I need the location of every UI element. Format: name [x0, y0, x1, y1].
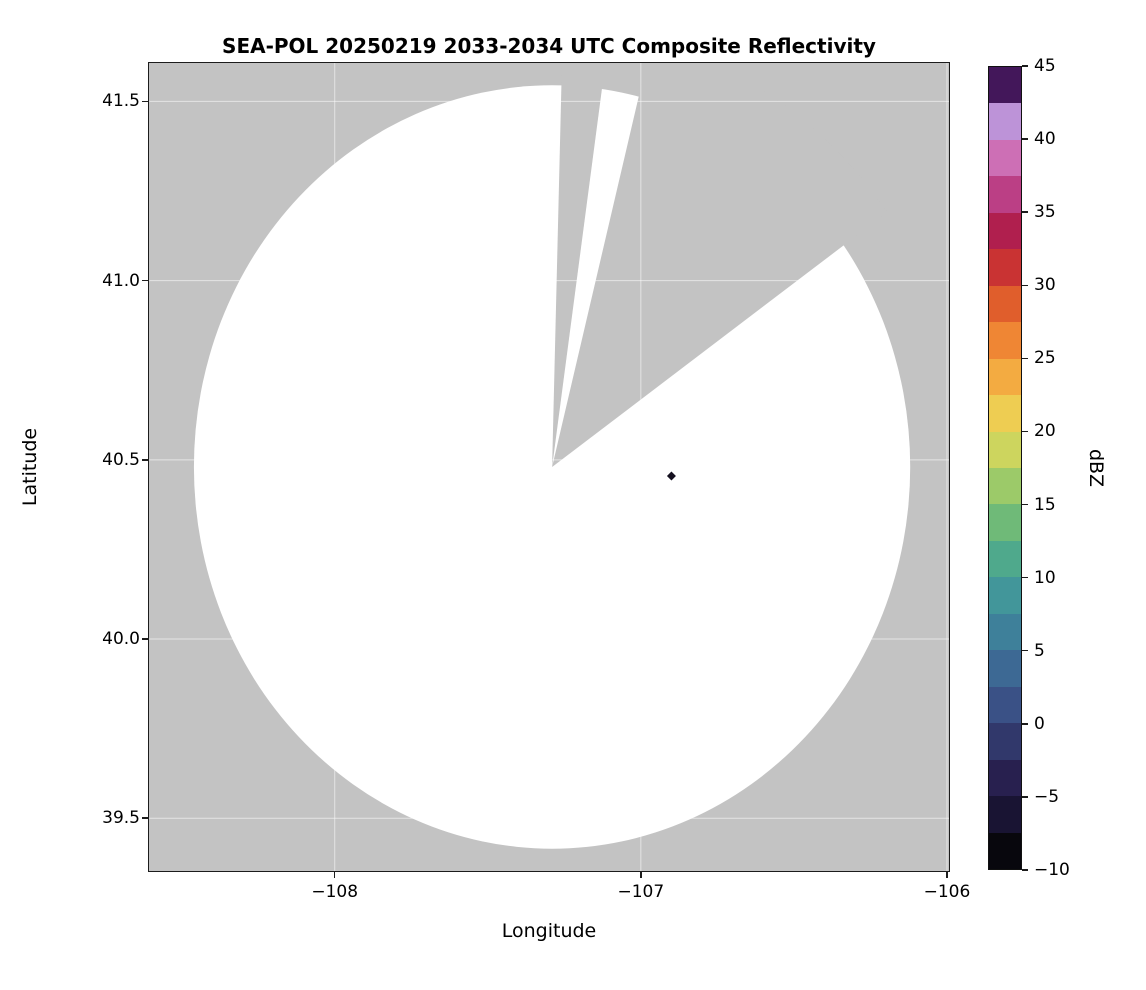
colorbar-tick-mark: [1022, 796, 1028, 798]
colorbar-tick-label: −10: [1034, 860, 1070, 880]
colorbar-label: dBZ: [1085, 448, 1107, 488]
colorbar-band: [989, 650, 1021, 687]
colorbar-band: [989, 540, 1021, 578]
colorbar: [988, 66, 1022, 870]
x-tick-mark: [333, 872, 336, 878]
colorbar-tick-label: 5: [1034, 640, 1045, 661]
colorbar-tick-mark: [1022, 65, 1028, 67]
colorbar-tick-mark: [1022, 357, 1028, 360]
colorbar-band: [989, 249, 1021, 286]
x-axis-label: Longitude: [501, 920, 597, 942]
x-tick-mark: [640, 872, 642, 878]
colorbar-band: [989, 431, 1021, 468]
colorbar-tick-mark: [1022, 723, 1028, 725]
colorbar-tick-mark: [1022, 649, 1028, 652]
colorbar-band: [989, 613, 1021, 651]
colorbar-tick-mark: [1022, 211, 1028, 213]
missing-scan-sectors: [552, 28, 888, 467]
colorbar-band: [989, 723, 1021, 760]
colorbar-tick-mark: [1022, 284, 1028, 287]
colorbar-tick-mark: [1022, 430, 1028, 433]
colorbar-band: [989, 322, 1021, 359]
x-tick-mark: [946, 872, 948, 878]
colorbar-tick-label: 10: [1034, 567, 1056, 588]
x-tick-label: −106: [923, 882, 971, 902]
colorbar-band: [989, 686, 1021, 724]
y-tick-label: 41.5: [102, 91, 140, 112]
colorbar-tick-label: 0: [1034, 713, 1045, 734]
colorbar-band: [989, 139, 1021, 177]
colorbar-band: [989, 467, 1021, 505]
colorbar-band: [989, 67, 1021, 104]
y-tick-label: 39.5: [102, 808, 140, 829]
y-tick-mark: [142, 817, 148, 819]
colorbar-tick-label: 35: [1034, 202, 1056, 223]
y-axis-label: Latitude: [19, 427, 41, 507]
colorbar-band: [989, 832, 1021, 869]
y-tick-mark: [142, 459, 148, 461]
colorbar-band: [989, 285, 1021, 323]
colorbar-tick-mark: [1022, 869, 1028, 871]
colorbar-band: [989, 212, 1021, 250]
colorbar-tick-label: 40: [1034, 129, 1056, 150]
y-tick-mark: [142, 638, 148, 640]
colorbar-tick-label: 25: [1034, 348, 1056, 369]
colorbar-band: [989, 577, 1021, 614]
colorbar-band: [989, 395, 1021, 432]
y-tick-label: 40.5: [102, 449, 140, 470]
y-tick-label: 40.0: [102, 629, 140, 650]
x-tick-label: −107: [617, 882, 665, 902]
colorbar-tick-mark: [1022, 503, 1028, 506]
gridlines: [148, 62, 950, 872]
colorbar-band: [989, 796, 1021, 833]
colorbar-tick-label: 15: [1034, 494, 1056, 515]
colorbar-tick-mark: [1022, 576, 1028, 579]
colorbar-tick-label: 45: [1034, 56, 1056, 76]
plot-area: [148, 28, 950, 872]
colorbar-band: [989, 176, 1021, 213]
radar-svg: [148, 28, 950, 872]
colorbar-tick-label: 20: [1034, 421, 1056, 442]
colorbar-tick-label: −5: [1034, 786, 1060, 807]
x-tick-label: −108: [311, 882, 359, 902]
colorbar-tick-mark: [1022, 138, 1028, 140]
plot-title: SEA-POL 20250219 2033-2034 UTC Composite…: [222, 34, 876, 58]
missing-sector-wide: [552, 41, 888, 467]
y-tick-mark: [142, 100, 148, 103]
echo-point: [666, 471, 676, 481]
colorbar-band: [989, 504, 1021, 541]
colorbar-band: [989, 358, 1021, 396]
y-tick-mark: [142, 279, 148, 282]
y-tick-label: 41.0: [102, 270, 140, 291]
colorbar-band: [989, 759, 1021, 797]
colorbar-band: [989, 103, 1021, 140]
colorbar-tick-label: 30: [1034, 275, 1056, 296]
missing-sector-narrow: [552, 28, 610, 467]
